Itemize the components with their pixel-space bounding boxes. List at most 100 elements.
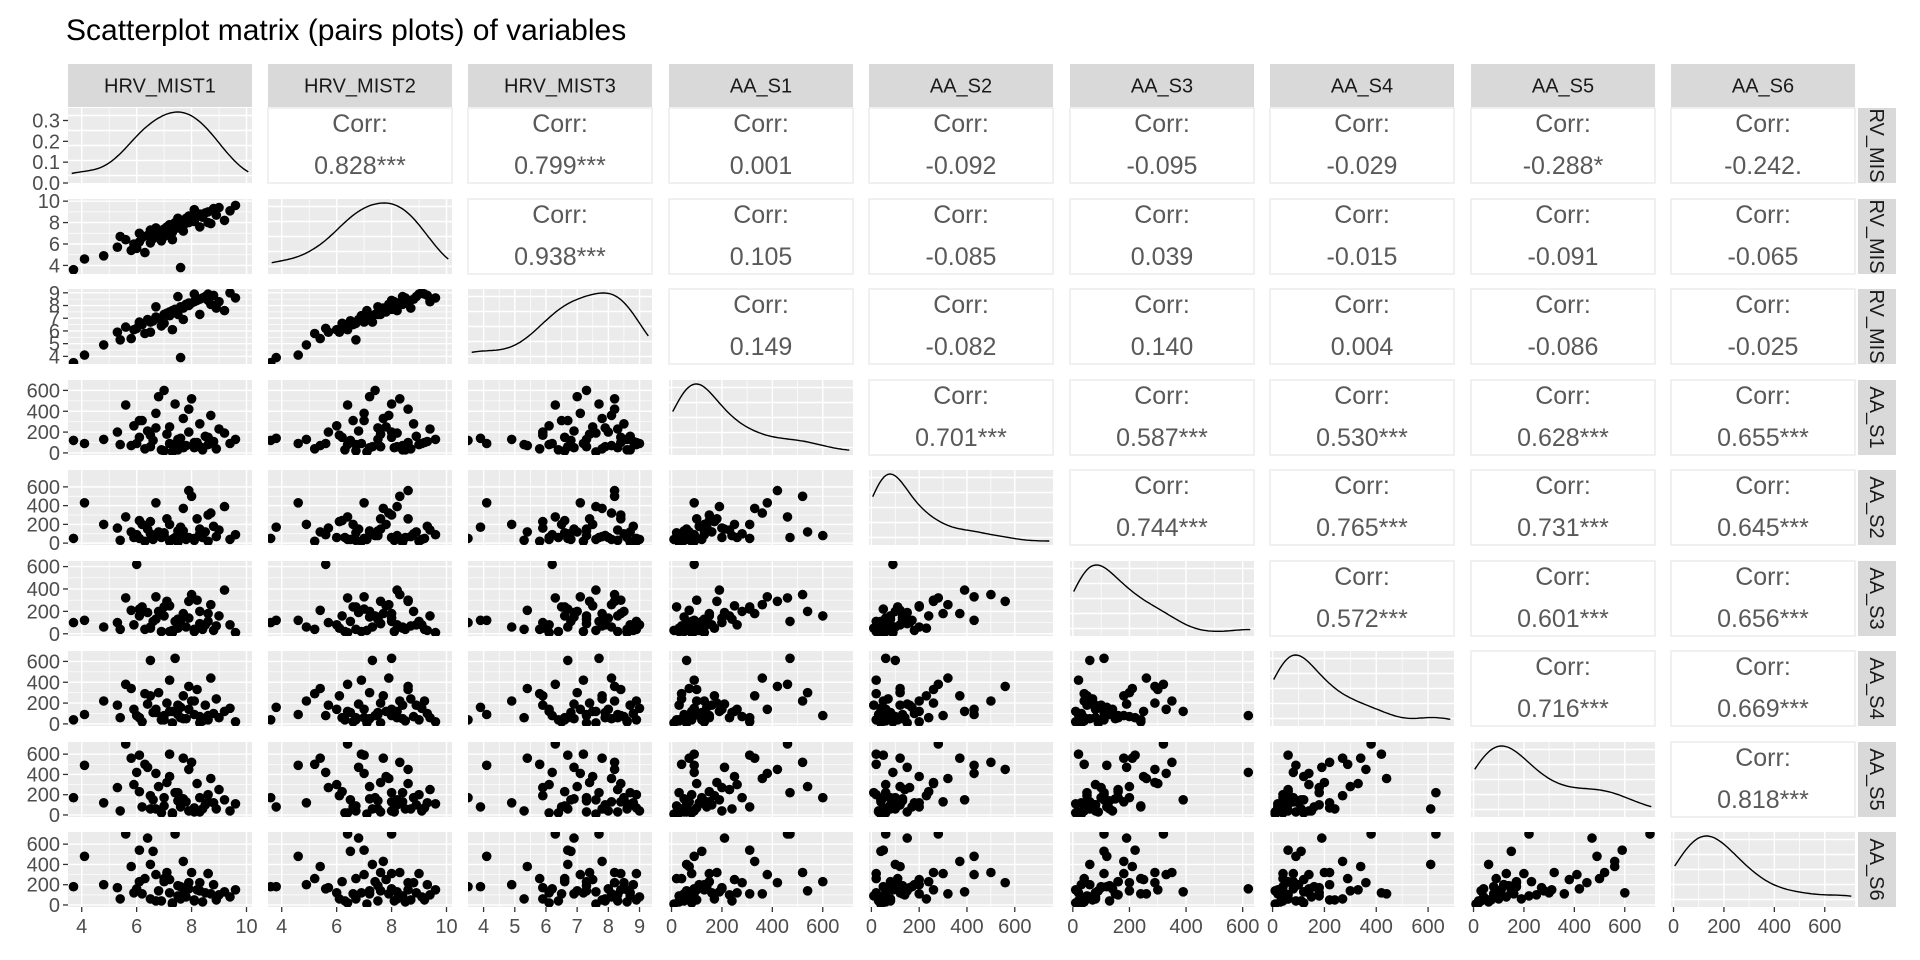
corr-panel [1470, 650, 1656, 727]
scatter-point [569, 612, 579, 622]
corr-value: 0.587*** [1116, 424, 1208, 452]
scatter-point [943, 673, 953, 683]
row-strip [1858, 199, 1896, 274]
scatter-point [142, 833, 153, 843]
density-curve [1474, 745, 1652, 808]
scatter-point [522, 683, 533, 694]
scatter-point [397, 787, 408, 798]
corr-value: 0.818*** [1717, 786, 1809, 814]
scatter-point [159, 801, 169, 811]
scatter-point [481, 709, 492, 720]
scatter-point [167, 324, 178, 335]
scatter-point [1110, 794, 1121, 804]
scatter-point [211, 444, 222, 454]
y-tick-label: 0 [49, 443, 60, 465]
scatter-point [134, 604, 145, 614]
scatter-point [679, 713, 689, 724]
scatter-point [309, 444, 320, 454]
scatter-point [880, 832, 891, 839]
scatter-point [134, 750, 145, 760]
scatter-point [969, 704, 979, 715]
scatter-point [691, 696, 702, 706]
scatter-point [153, 886, 164, 896]
row-strip-label: AA_S6 [1865, 838, 1887, 900]
scatter-point [170, 653, 180, 664]
scatter-point [389, 896, 400, 906]
scatter-point [563, 859, 573, 870]
scatter-point [384, 889, 394, 899]
scatter-point [869, 700, 879, 710]
scatter-point [1070, 717, 1081, 726]
scatter-point [1096, 782, 1106, 793]
scatter-point [359, 869, 369, 880]
scatter-point [719, 833, 730, 843]
scatter-point [704, 797, 715, 807]
scatter-point [142, 699, 153, 709]
scatter-point [547, 561, 557, 570]
scatter-point [414, 868, 424, 879]
scatter-point [591, 585, 601, 595]
x-tick-label: 600 [998, 916, 1031, 938]
scatter-point [797, 757, 808, 768]
scatter-point [406, 895, 416, 905]
scatter-point [609, 764, 620, 775]
scatter-point [797, 491, 808, 502]
scatter-point [331, 704, 342, 715]
scatter-point [189, 696, 200, 706]
scatter-point [534, 444, 545, 454]
scatter-point [203, 510, 213, 520]
column-strip [869, 64, 1053, 107]
scatter-point [68, 617, 79, 628]
scatter-point [986, 589, 996, 600]
scatter-point [230, 200, 241, 211]
scatter-point [699, 529, 710, 540]
scatter-point [871, 688, 881, 699]
scatter-point [581, 385, 592, 396]
scatter-point [609, 877, 620, 888]
x-tick-label: 600 [806, 916, 839, 938]
scatter-point [345, 795, 356, 805]
scatter-point [709, 894, 720, 904]
scatter-point [914, 696, 924, 706]
scatter-point [1167, 757, 1177, 768]
scatter-point [538, 782, 548, 793]
scatter-point [98, 434, 109, 445]
scatter-point [1121, 699, 1132, 709]
scatter-point [145, 623, 156, 633]
scatter-point [744, 750, 755, 760]
scatter-point [880, 653, 891, 664]
corr-heading: Corr: [733, 110, 789, 138]
scatter-point [569, 526, 579, 536]
y-tick-label: 600 [27, 557, 60, 579]
corr-panel [267, 107, 453, 184]
scatter-point [959, 795, 970, 805]
scatter-point [1519, 868, 1529, 879]
scatter-point [744, 889, 755, 899]
scatter-point [689, 561, 699, 570]
scatter-point [389, 535, 400, 545]
scatter-point [334, 516, 345, 527]
scatter-point [871, 675, 881, 685]
scatter-point [151, 896, 161, 906]
scatter-point [230, 717, 241, 726]
scatter-point [550, 593, 561, 603]
scatter-point [1130, 845, 1140, 855]
scatter-point [1526, 876, 1537, 887]
scatter-point [225, 620, 235, 630]
scatter-point [1079, 803, 1089, 813]
column-strip-label: HRV_MIST3 [504, 76, 616, 98]
x-tick-label: 400 [1758, 916, 1791, 938]
scatter-point [674, 700, 684, 710]
y-tick-label: 400 [27, 764, 60, 786]
scatter-point [214, 784, 224, 795]
scatter-point [395, 757, 405, 768]
scatter-point [159, 446, 169, 455]
scatter-point [475, 522, 486, 532]
corr-panel [1069, 288, 1255, 365]
scatter-point [430, 434, 441, 445]
scatter-point [1345, 886, 1356, 896]
scatter-point [986, 696, 996, 706]
scatter-point [544, 534, 554, 545]
scatter-point [1243, 767, 1254, 778]
scatter-point [225, 892, 235, 902]
